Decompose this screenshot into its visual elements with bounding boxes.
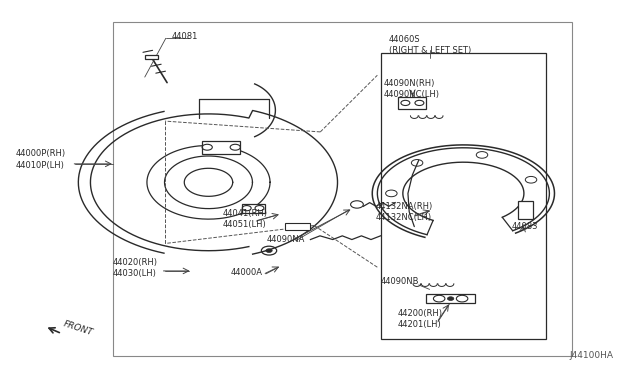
Text: 44081: 44081 [172,32,198,41]
FancyBboxPatch shape [381,53,546,339]
Text: 44000A: 44000A [231,267,263,276]
FancyBboxPatch shape [145,55,157,60]
Text: 44000P(RH)
44010P(LH): 44000P(RH) 44010P(LH) [15,149,65,170]
Text: 44090NA: 44090NA [266,235,305,244]
FancyBboxPatch shape [202,141,241,154]
FancyBboxPatch shape [518,201,534,219]
Text: FRONT: FRONT [62,319,94,337]
Text: 44090N(RH)
44090NC(LH): 44090N(RH) 44090NC(LH) [384,79,440,99]
FancyBboxPatch shape [398,97,426,109]
Circle shape [266,249,272,253]
Text: 44090NB: 44090NB [381,278,419,286]
Text: 44060S
(RIGHT & LEFT SET): 44060S (RIGHT & LEFT SET) [389,35,471,55]
Text: 44041(RH)
44051(LH): 44041(RH) 44051(LH) [223,209,268,230]
FancyBboxPatch shape [426,294,475,303]
Text: J44100HA: J44100HA [569,350,613,360]
Text: 44200(RH)
44201(LH): 44200(RH) 44201(LH) [397,309,443,329]
Circle shape [447,297,454,301]
FancyBboxPatch shape [242,204,264,212]
Text: 44020(RH)
44030(LH): 44020(RH) 44030(LH) [113,258,158,278]
Bar [113,22,572,356]
Text: 44132NA(RH)
44132NC(LH): 44132NA(RH) 44132NC(LH) [376,202,433,222]
FancyBboxPatch shape [285,223,310,230]
Text: 44083: 44083 [511,222,538,231]
